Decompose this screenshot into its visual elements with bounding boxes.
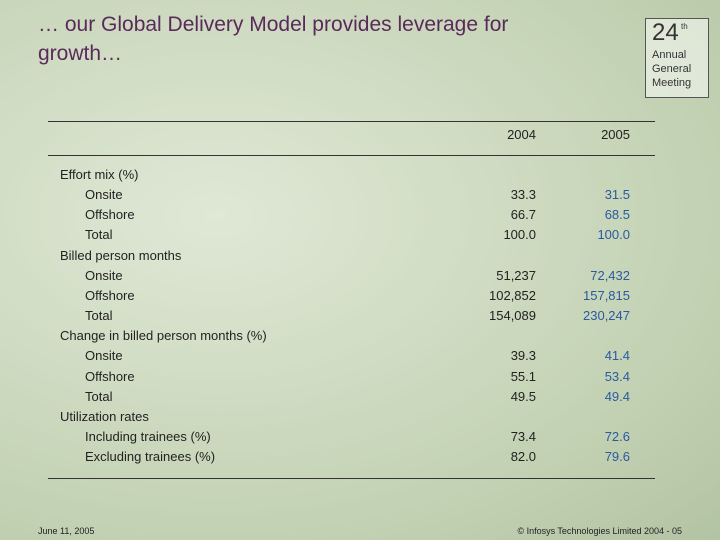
cell-value: 49.5: [510, 388, 536, 404]
row-label: Excluding trainees (%): [85, 449, 216, 465]
logo-line: Annual: [652, 49, 687, 61]
row-label: Onsite: [85, 267, 123, 283]
cell-value: 230,247: [583, 308, 630, 324]
rule: [48, 155, 655, 156]
section-label: Change in billed person months (%): [60, 328, 267, 344]
slide-title: … our Global Delivery Model provides lev…: [38, 13, 509, 65]
cell-value: 72,432: [590, 267, 630, 283]
cell-value: 49.4: [604, 388, 630, 404]
logo-line: General: [652, 63, 692, 75]
row-label: Total: [85, 227, 113, 243]
cell-value: 33.3: [510, 187, 536, 203]
cell-value: 102,852: [489, 287, 536, 303]
row-label: Offshore: [85, 368, 135, 384]
logo-line: Meeting: [652, 77, 692, 89]
row-label: Total: [85, 308, 113, 324]
logo-suffix: th: [681, 22, 688, 31]
cell-value: 55.1: [510, 368, 536, 384]
cell-value: 53.4: [604, 368, 630, 384]
cell-value: 68.5: [604, 207, 630, 223]
section-label: Billed person months: [60, 247, 182, 263]
section-label: Utilization rates: [60, 408, 149, 424]
cell-value: 72.6: [604, 428, 630, 444]
cell-value: 100.0: [503, 227, 536, 243]
cell-value: 66.7: [510, 207, 536, 223]
logo-number: 24: [652, 19, 679, 46]
cell-value: 154,089: [489, 308, 536, 324]
cell-value: 39.3: [510, 348, 536, 364]
cell-value: 73.4: [510, 428, 536, 444]
row-label: Total: [85, 388, 113, 404]
row-label: Offshore: [85, 287, 135, 303]
cell-value: 41.4: [604, 348, 630, 364]
column-header: 2004: [507, 127, 536, 142]
cell-value: 82.0: [510, 449, 536, 465]
rule: [48, 478, 655, 479]
rule: [48, 121, 655, 122]
cell-value: 31.5: [604, 187, 630, 203]
logo: 24 th Annual General Meeting: [645, 18, 709, 98]
column-header: 2005: [601, 127, 630, 142]
cell-value: 100.0: [597, 227, 630, 243]
cell-value: 157,815: [583, 287, 630, 303]
row-label: Onsite: [85, 187, 123, 203]
cell-value: 51,237: [496, 267, 536, 283]
row-label: Including trainees (%): [85, 428, 211, 444]
row-label: Offshore: [85, 207, 135, 223]
footer-date: June 11, 2005: [38, 526, 95, 536]
section-label: Effort mix (%): [60, 167, 139, 182]
cell-value: 79.6: [604, 449, 630, 465]
row-label: Onsite: [85, 348, 123, 364]
footer-copyright: © Infosys Technologies Limited 2004 - 05: [517, 526, 682, 536]
